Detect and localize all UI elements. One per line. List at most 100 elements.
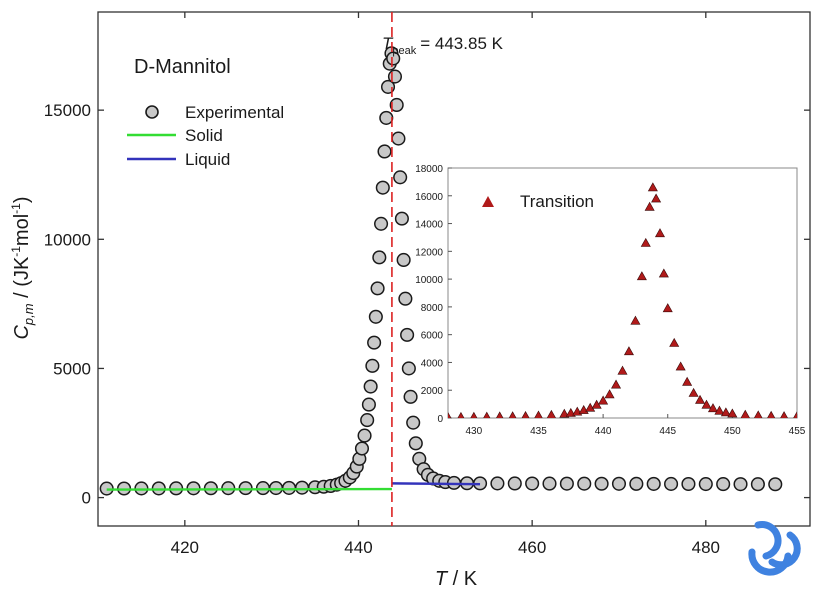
transition-point-25 bbox=[651, 193, 662, 203]
experimental-point-33 bbox=[374, 216, 389, 231]
legend-marker-experimental bbox=[145, 105, 159, 119]
inset-y-tick-label-12000: 12000 bbox=[415, 247, 443, 258]
experimental-point-36 bbox=[379, 110, 394, 125]
transition-point-0 bbox=[448, 412, 452, 418]
inset-y-tick-label-16000: 16000 bbox=[415, 192, 443, 203]
transition-point-9 bbox=[559, 408, 570, 418]
transition-point-7 bbox=[534, 410, 543, 418]
experimental-point-40 bbox=[386, 51, 401, 66]
y-axis-title: Cp,m / (JK-1mol-1) bbox=[9, 196, 36, 339]
transition-point-8 bbox=[546, 409, 557, 418]
experimental-point-73 bbox=[681, 476, 696, 492]
inset-y-tick-label-18000: 18000 bbox=[415, 164, 443, 175]
experimental-point-71 bbox=[646, 476, 661, 491]
y-tick-label-0: 0 bbox=[82, 489, 91, 508]
legend-label-liquid: Liquid bbox=[185, 150, 230, 169]
transition-point-3 bbox=[483, 411, 491, 418]
transition-point-18 bbox=[617, 365, 628, 375]
experimental-point-12 bbox=[294, 480, 310, 495]
experimental-point-27 bbox=[363, 379, 378, 394]
transition-point-38 bbox=[727, 408, 738, 418]
legend-label-solid: Solid bbox=[185, 126, 223, 145]
inset-x-tick-label-430: 430 bbox=[466, 426, 483, 437]
legend-marker-transition bbox=[482, 196, 494, 207]
experimental-point-9 bbox=[255, 481, 271, 496]
transition-point-41 bbox=[767, 410, 776, 418]
experimental-point-49 bbox=[401, 361, 416, 376]
experimental-point-68 bbox=[594, 476, 609, 491]
experimental-point-31 bbox=[370, 281, 385, 296]
legend-label-transition: Transition bbox=[520, 192, 594, 211]
legend-label-experimental: Experimental bbox=[185, 103, 284, 122]
experimental-point-47 bbox=[398, 291, 413, 306]
transition-point-20 bbox=[630, 315, 641, 325]
experimental-point-64 bbox=[525, 476, 540, 491]
transition-point-33 bbox=[695, 394, 706, 404]
experimental-point-32 bbox=[372, 250, 387, 265]
inset-y-tick-label-10000: 10000 bbox=[415, 275, 443, 286]
sample-label: D-Mannitol bbox=[134, 56, 231, 78]
experimental-point-46 bbox=[396, 252, 411, 268]
transition-point-19 bbox=[623, 346, 634, 356]
inset-y-tick-label-2000: 2000 bbox=[421, 386, 444, 397]
experimental-point-63 bbox=[507, 476, 522, 491]
experimental-point-76 bbox=[733, 477, 748, 492]
experimental-point-45 bbox=[394, 211, 409, 226]
x-tick-label-440: 440 bbox=[344, 538, 372, 557]
y-tick-label-5000: 5000 bbox=[53, 359, 91, 378]
transition-point-21 bbox=[636, 271, 647, 281]
x-axis-title: T / K bbox=[435, 568, 478, 590]
transition-point-29 bbox=[669, 337, 680, 347]
experimental-point-51 bbox=[406, 415, 421, 430]
main-axis-ticks: 420 440 460 480 0 5000 10000 15000 bbox=[44, 12, 810, 557]
transition-point-4 bbox=[496, 411, 504, 418]
experimental-point-67 bbox=[577, 476, 592, 491]
experimental-point-41 bbox=[387, 69, 403, 84]
inset-axis-ticks: 430 435 440 445 450 455 0 2000 4000 6000 8000 10000… bbox=[415, 164, 806, 437]
transition-point-31 bbox=[682, 376, 693, 386]
transition-point-26 bbox=[654, 228, 665, 238]
experimental-point-52 bbox=[408, 436, 423, 451]
transition-point-24 bbox=[647, 182, 658, 192]
experimental-point-75 bbox=[716, 477, 731, 492]
inset-data-series bbox=[448, 182, 797, 418]
experimental-point-50 bbox=[403, 389, 418, 404]
liquid-line bbox=[391, 482, 481, 486]
experimental-point-29 bbox=[367, 335, 382, 350]
experimental-point-35 bbox=[377, 144, 392, 159]
transition-point-17 bbox=[611, 379, 622, 389]
inset-y-tick-label-4000: 4000 bbox=[421, 358, 444, 369]
transition-point-28 bbox=[662, 303, 673, 313]
y-tick-label-15000: 15000 bbox=[44, 101, 91, 120]
inset-x-tick-label-440: 440 bbox=[595, 426, 612, 437]
inset-y-tick-label-8000: 8000 bbox=[421, 303, 444, 314]
inset-x-tick-label-455: 455 bbox=[789, 426, 806, 437]
inset-x-tick-label-435: 435 bbox=[530, 426, 547, 437]
transition-point-36 bbox=[714, 405, 725, 415]
peak-annotation: Tpeak = 443.85 K bbox=[382, 34, 504, 57]
experimental-point-77 bbox=[750, 477, 765, 492]
transition-point-27 bbox=[658, 268, 669, 278]
journal-logo bbox=[748, 521, 801, 576]
main-legend: Experimental Solid Liquid bbox=[127, 103, 284, 169]
transition-point-5 bbox=[508, 411, 517, 418]
experimental-point-48 bbox=[400, 327, 415, 342]
transition-point-30 bbox=[675, 361, 686, 371]
experimental-point-26 bbox=[361, 397, 376, 412]
transition-point-40 bbox=[753, 410, 763, 418]
x-tick-label-480: 480 bbox=[692, 538, 720, 557]
experimental-point-44 bbox=[393, 170, 408, 185]
inset-y-tick-label-0: 0 bbox=[437, 414, 443, 425]
experimental-point-78 bbox=[768, 477, 783, 492]
transition-point-34 bbox=[701, 399, 712, 409]
experimental-point-70 bbox=[629, 476, 644, 491]
inset-legend: Transition bbox=[482, 192, 594, 211]
experimental-point-62 bbox=[490, 476, 505, 491]
transition-point-39 bbox=[740, 409, 750, 418]
transition-point-23 bbox=[644, 201, 655, 211]
inset-y-tick-label-6000: 6000 bbox=[421, 331, 444, 342]
experimental-point-30 bbox=[368, 309, 383, 324]
transition-point-43 bbox=[793, 411, 797, 418]
transition-point-15 bbox=[598, 395, 609, 405]
